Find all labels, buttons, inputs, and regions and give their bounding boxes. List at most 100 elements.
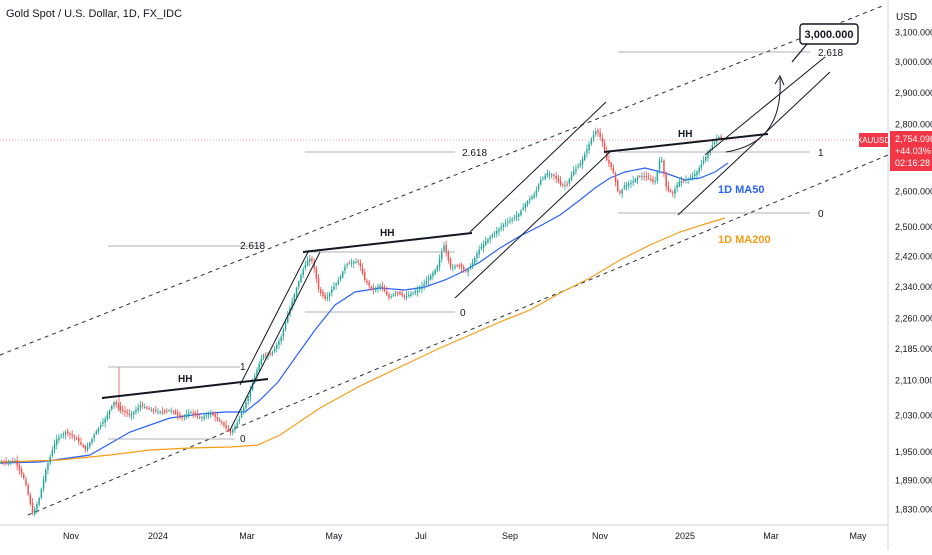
candle-body (401, 292, 403, 296)
candle-body (9, 461, 12, 463)
candle-body (720, 136, 722, 139)
candle-body (179, 414, 181, 418)
candle-body (128, 413, 131, 415)
candle-body (425, 281, 428, 285)
ch3-upper (704, 56, 826, 156)
candle-body (588, 144, 590, 151)
candle-body (236, 422, 238, 427)
candle-body (38, 498, 40, 505)
price-tick: 2,900.000 (895, 88, 932, 98)
candle-body (346, 264, 348, 266)
candle-body (335, 283, 337, 286)
candle-body (284, 322, 287, 329)
candle-body (592, 135, 595, 139)
ch1-lower (229, 251, 321, 431)
candle-body (64, 432, 67, 435)
candle-body (135, 409, 137, 413)
candle-body (636, 177, 639, 181)
price-tick: 2,800.000 (895, 120, 932, 130)
candle-body (566, 183, 568, 185)
candle-body (597, 130, 599, 133)
candle-body (104, 418, 106, 423)
candle-body (137, 407, 139, 411)
candle-body (75, 438, 78, 440)
candle-body (306, 260, 309, 266)
candle-body (581, 158, 584, 165)
candle-body (542, 177, 544, 179)
candle-body (599, 132, 601, 137)
candle-body (610, 162, 612, 168)
candle-body (141, 404, 144, 406)
candle-body (216, 417, 219, 419)
candle-body (416, 290, 419, 293)
candle-body (271, 352, 274, 355)
candle-body (302, 269, 304, 276)
candle-body (93, 434, 95, 439)
candle-body (423, 283, 425, 287)
candle-body (42, 479, 45, 489)
candle-body (443, 245, 445, 251)
candle-body (34, 509, 36, 515)
candle-body (62, 433, 65, 435)
candle-body (157, 411, 159, 413)
candle-body (49, 456, 51, 464)
candle-body (192, 412, 194, 414)
candle-body (251, 383, 254, 391)
candle-body (300, 275, 302, 282)
ma50-line (0, 162, 729, 464)
candle-body (368, 282, 370, 286)
candle-body (691, 176, 694, 179)
candle-body (579, 163, 582, 166)
candle-body (553, 174, 555, 176)
candle-body (150, 410, 153, 412)
price-tick: 3,000.000 (895, 57, 932, 67)
candle-body (683, 180, 685, 182)
time-tick: Nov (592, 531, 609, 541)
candle-body (111, 406, 113, 410)
candle-body (414, 291, 417, 294)
candle-body (634, 178, 637, 182)
candle-body (108, 410, 111, 415)
candle-body (478, 249, 480, 255)
candle-body (155, 409, 157, 411)
candle-body (73, 435, 76, 438)
candle-body (324, 294, 326, 300)
candle-body (491, 235, 494, 238)
candle-body (707, 153, 709, 158)
candle-body (570, 174, 573, 180)
candle-body (293, 294, 296, 302)
candle-body (573, 171, 575, 175)
candle-body (207, 414, 210, 416)
candle-body (119, 406, 122, 410)
candle-body (276, 344, 278, 349)
candle-body (601, 137, 604, 143)
price-badge (890, 131, 932, 171)
time-tick: Mar (239, 531, 255, 541)
price-tick: 2,030.000 (895, 411, 932, 421)
hh-label-3: HH (678, 129, 692, 140)
candle-body (177, 412, 179, 416)
candle-body (188, 413, 190, 416)
candle-body (434, 270, 436, 274)
candle-body (498, 228, 500, 232)
candle-body (432, 272, 434, 277)
candle-body (199, 416, 201, 418)
candle-body (595, 131, 597, 135)
candle-body (603, 143, 606, 152)
time-tick: Sep (502, 531, 518, 541)
candle-body (45, 470, 47, 481)
candle-body (364, 272, 366, 280)
price-tick: 2,420.000 (895, 252, 932, 262)
candle-body (412, 292, 414, 294)
time-tick: Nov (63, 531, 80, 541)
candle-body (203, 416, 205, 419)
candle-body (95, 431, 98, 434)
candle-body (386, 291, 388, 295)
price-tick: 2,110.000 (895, 376, 932, 386)
candle-body (168, 410, 170, 412)
candle-body (568, 179, 571, 184)
candle-body (375, 288, 377, 291)
candle-body (590, 138, 593, 144)
